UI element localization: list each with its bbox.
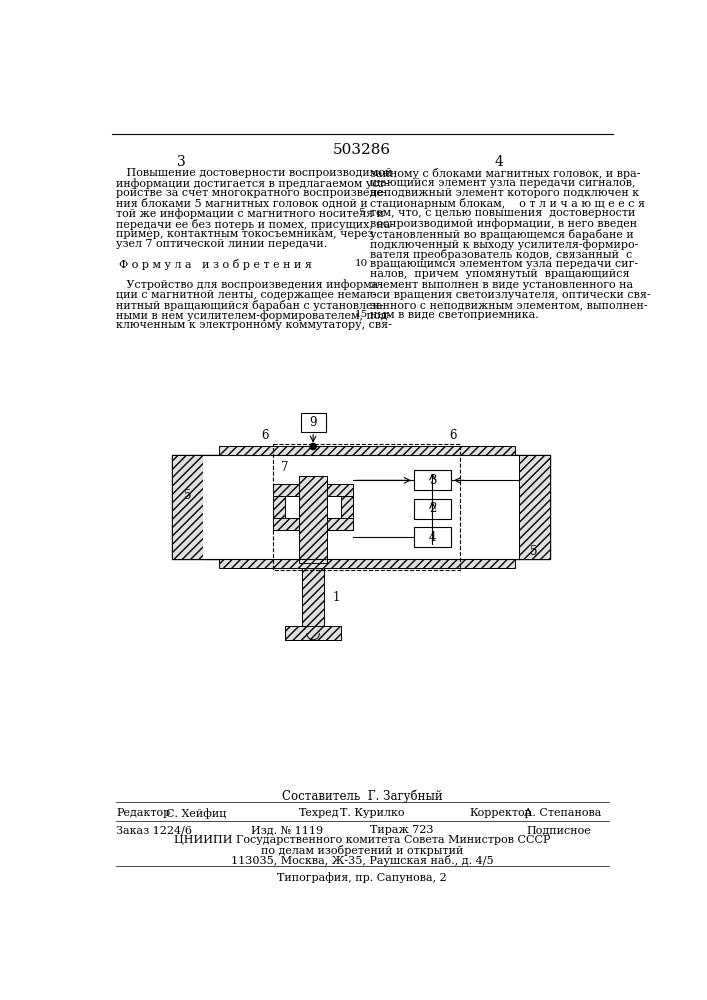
Bar (341, 484, 354, 530)
Text: установленный во вращающемся барабане и: установленный во вращающемся барабане и (370, 229, 634, 240)
Text: ключенным к электронному коммутатору, свя-: ключенным к электронному коммутатору, св… (116, 320, 392, 330)
Bar (285, 626, 341, 640)
Text: 10: 10 (354, 259, 368, 268)
Text: подключенный к выходу усилителя-формиро-: подключенный к выходу усилителя-формиро- (370, 239, 639, 250)
Bar (414, 499, 451, 519)
Bar (303, 568, 324, 626)
Bar (414, 527, 451, 547)
Text: 1: 1 (332, 591, 340, 604)
Text: 7: 7 (281, 461, 288, 474)
Bar (299, 476, 327, 563)
Bar (203, 455, 518, 559)
Text: по делам изобретений и открытий: по делам изобретений и открытий (261, 845, 463, 856)
Text: 3: 3 (177, 155, 186, 169)
Text: Тираж 723: Тираж 723 (370, 825, 433, 835)
Text: воспроизводимой информации, в него введен: воспроизводимой информации, в него введе… (370, 219, 638, 229)
Text: 2: 2 (428, 502, 436, 515)
Text: вателя преобразователь кодов, связанный  с: вателя преобразователь кодов, связанный … (370, 249, 633, 260)
Text: 4: 4 (428, 531, 436, 544)
Bar (172, 455, 203, 559)
Text: ройстве за счет многократного воспроизведе-: ройстве за счет многократного воспроизве… (116, 188, 387, 198)
Bar (273, 484, 354, 496)
Bar (218, 559, 515, 568)
Bar (273, 484, 285, 530)
Text: элемент выполнен в виде установленного на: элемент выполнен в виде установленного н… (370, 280, 633, 290)
Bar (518, 455, 549, 559)
Text: ЦНИИПИ Государственного комитета Совета Министров СССР: ЦНИИПИ Государственного комитета Совета … (174, 835, 550, 845)
Text: 3: 3 (428, 474, 436, 487)
Text: вращающимся элементом узла передачи сиг-: вращающимся элементом узла передачи сиг- (370, 259, 638, 269)
Text: 9: 9 (310, 416, 317, 429)
Text: Типография, пр. Сапунова, 2: Типография, пр. Сапунова, 2 (277, 872, 447, 883)
Text: 15: 15 (354, 310, 368, 319)
Text: Подписное: Подписное (526, 825, 591, 835)
Text: передачи ее без потерь и помех, присущих, на-: передачи ее без потерь и помех, присущих… (116, 219, 395, 230)
Text: стационарным блокам,    о т л и ч а ю щ е е с я: стационарным блокам, о т л и ч а ю щ е е… (370, 198, 645, 209)
Text: ным в виде светоприемника.: ным в виде светоприемника. (370, 310, 539, 320)
Text: 5: 5 (184, 489, 192, 502)
Text: неподвижный элемент которого подключен к: неподвижный элемент которого подключен к (370, 188, 640, 198)
Text: 503286: 503286 (333, 143, 391, 157)
Bar (218, 446, 515, 455)
Bar (414, 470, 451, 490)
Text: той же информации с магнитного носителя и: той же информации с магнитного носителя … (116, 208, 385, 219)
Text: узел 7 оптической линии передачи.: узел 7 оптической линии передачи. (116, 239, 327, 249)
Text: Заказ 1224/6: Заказ 1224/6 (116, 825, 192, 835)
Text: информации достигается в предлагаемом уст-: информации достигается в предлагаемом ус… (116, 178, 389, 189)
Text: 5: 5 (530, 545, 538, 558)
Text: С. Хейфиц: С. Хейфиц (166, 808, 226, 819)
Text: 4: 4 (495, 155, 503, 169)
Bar (273, 518, 354, 530)
Text: ции с магнитной ленты, содержащее немаг-: ции с магнитной ленты, содержащее немаг- (116, 290, 376, 300)
Text: занного с неподвижным элементом, выполнен-: занного с неподвижным элементом, выполне… (370, 300, 648, 310)
Text: Ф о р м у л а   и з о б р е т е н и я: Ф о р м у л а и з о б р е т е н и я (119, 259, 312, 270)
Text: Т. Курилко: Т. Курилко (340, 808, 404, 818)
Text: А. Степанова: А. Степанова (524, 808, 601, 818)
Text: 5: 5 (358, 208, 365, 217)
Text: Редактор: Редактор (116, 808, 170, 818)
Text: 113035, Москва, Ж-35, Раушская наб., д. 4/5: 113035, Москва, Ж-35, Раушская наб., д. … (230, 855, 493, 866)
Text: налов,  причем  упомянутый  вращающийся: налов, причем упомянутый вращающийся (370, 269, 630, 279)
Bar (172, 455, 549, 559)
Text: 6: 6 (262, 429, 269, 442)
Text: ными в нем усилителем-формирователем, под-: ными в нем усилителем-формирователем, по… (116, 310, 392, 321)
Text: занному с блоками магнитных головок, и вра-: занному с блоками магнитных головок, и в… (370, 168, 641, 179)
Circle shape (310, 443, 316, 450)
Text: Изд. № 1119: Изд. № 1119 (251, 825, 323, 835)
Text: тем, что, с целью повышения  достоверности: тем, что, с целью повышения достоверност… (370, 208, 636, 218)
Text: пример, контактным токосъемникам, через: пример, контактным токосъемникам, через (116, 229, 374, 239)
Text: Корректор: Корректор (469, 808, 532, 818)
Bar (300, 413, 325, 432)
Text: 6: 6 (449, 429, 457, 442)
Text: ния блоками 5 магнитных головок одной и: ния блоками 5 магнитных головок одной и (116, 198, 368, 209)
Text: Устройство для воспроизведения информа-: Устройство для воспроизведения информа- (116, 280, 382, 290)
Text: щающийся элемент узла передачи сигналов,: щающийся элемент узла передачи сигналов, (370, 178, 636, 188)
Text: Составитель  Г. Загубный: Составитель Г. Загубный (281, 790, 443, 803)
Text: нитный вращающийся барабан с установлен-: нитный вращающийся барабан с установлен- (116, 300, 384, 311)
Text: оси вращения светоизлучателя, оптически свя-: оси вращения светоизлучателя, оптически … (370, 290, 651, 300)
Text: Техред: Техред (299, 808, 340, 818)
Text: Повышение достоверности воспроизводимой: Повышение достоверности воспроизводимой (116, 168, 392, 178)
